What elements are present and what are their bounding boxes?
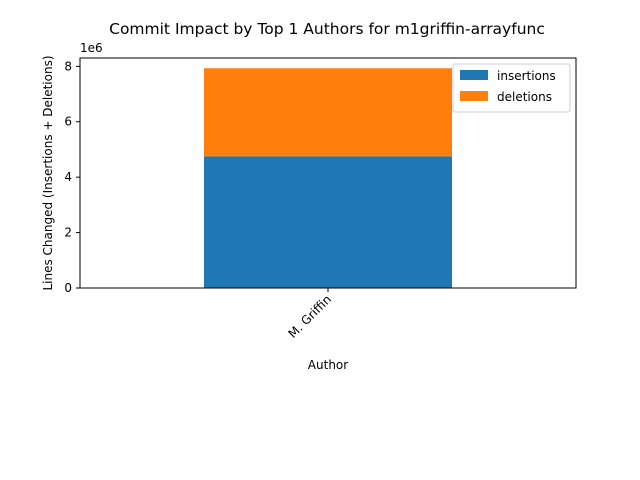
y-tick-label: 4 [64, 170, 72, 184]
y-tick-label: 6 [64, 115, 72, 129]
y-axis-scale-label: 1e6 [80, 41, 103, 55]
legend-label-insertions: insertions [497, 69, 556, 83]
legend: insertions deletions [452, 63, 571, 113]
y-tick-label: 0 [64, 281, 72, 295]
y-axis-label: Lines Changed (Insertions + Deletions) [41, 55, 55, 290]
y-axis-ticks: 0 2 4 6 8 [64, 59, 80, 295]
legend-swatch-insertions [460, 70, 488, 80]
bar-deletions-0 [204, 68, 452, 157]
legend-label-deletions: deletions [497, 90, 552, 104]
y-tick-label: 2 [64, 226, 72, 240]
bar-insertions-0 [204, 156, 452, 288]
chart-title: Commit Impact by Top 1 Authors for m1gri… [109, 20, 545, 38]
x-axis-label: Author [308, 358, 348, 372]
y-tick-label: 8 [64, 59, 72, 73]
legend-swatch-deletions [460, 91, 488, 101]
bar-layer [204, 68, 452, 288]
